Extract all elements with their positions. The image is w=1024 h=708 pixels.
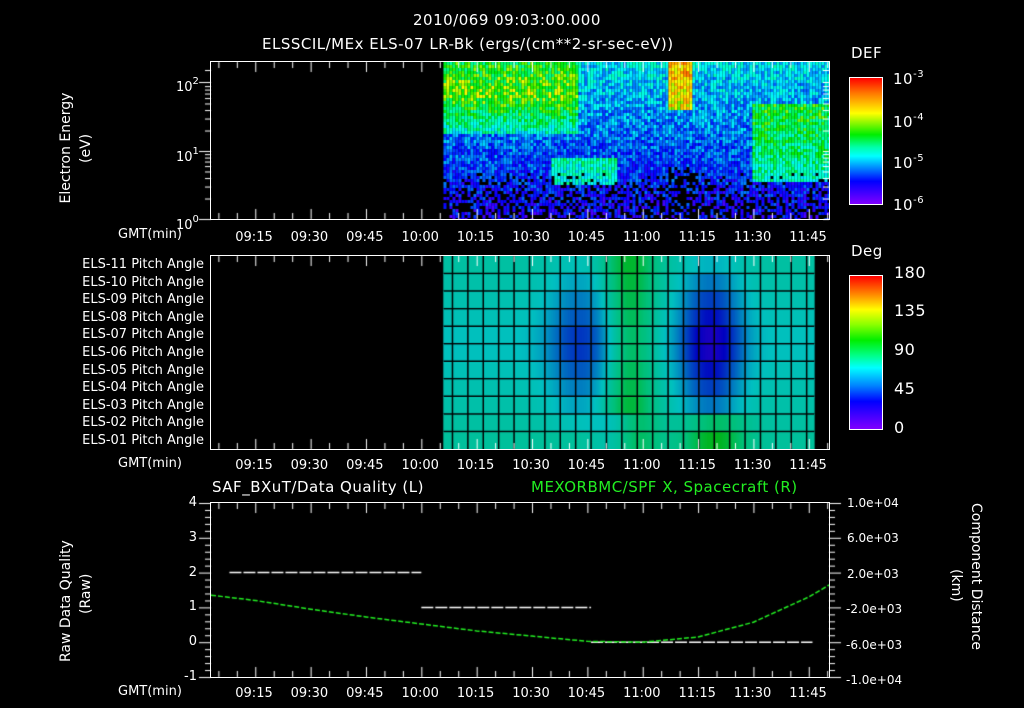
left-series-title: SAF_BXuT/Data Quality (L) (212, 478, 424, 496)
pitch-angle-row-label: ELS-10 Pitch Angle (82, 274, 204, 290)
quality-axis-label: Raw Data Quality (58, 540, 74, 662)
gmt-axis-label-1: GMT(min) (118, 227, 182, 242)
time-tick-label: 09:45 (346, 230, 384, 245)
distance-ytick-label: -6.0e+03 (846, 637, 903, 652)
pitch-axis-ticks (195, 248, 855, 458)
pitch-angle-row-label: ELS-11 Pitch Angle (82, 257, 204, 272)
deg-tick-180: 180 (894, 263, 927, 282)
time-tick-label: 11:00 (623, 230, 661, 245)
distance-ytick-label: -1.0e+04 (846, 673, 903, 687)
plot-subtitle: ELSSCIL/MEx ELS-07 LR-Bk (ergs/(cm**2-sr… (262, 35, 674, 53)
pitch-angle-row-label: ELS-02 Pitch Angle (82, 415, 204, 431)
deg-tick-0: 0 (894, 418, 905, 437)
time-tick-label: 10:15 (456, 686, 495, 701)
pitch-angle-row-label: ELS-01 Pitch Angle (82, 433, 204, 448)
time-tick-label: 11:45 (789, 686, 827, 701)
deg-colorbar-title: Deg (851, 242, 883, 260)
time-tick-label: 10:15 (456, 230, 495, 245)
def-tick-1e-3: 10-3 (893, 69, 925, 88)
distance-axis-label: Component Distance (968, 503, 984, 650)
quality-ytick-label: 0 (188, 634, 197, 650)
time-tick-label: 11:15 (678, 230, 716, 245)
plot-datetime: 2010/069 09:03:00.000 (413, 11, 601, 29)
distance-ytick-label: 2.0e+03 (847, 566, 899, 581)
time-tick-label: 11:15 (678, 686, 716, 701)
time-tick-label: 11:00 (623, 686, 661, 701)
distance-ytick-label: 1.0e+04 (847, 496, 899, 510)
quality-axis-ticks (195, 495, 855, 690)
deg-tick-45: 45 (894, 379, 916, 398)
time-tick-label: 11:30 (733, 686, 772, 701)
time-tick-label: 11:30 (733, 458, 772, 473)
energy-axis-label: Electron Energy (58, 92, 74, 204)
def-tick-1e-4: 10-4 (893, 112, 925, 131)
pitch-angle-row-label: ELS-05 Pitch Angle (82, 362, 204, 378)
time-tick-label: 10:30 (512, 230, 550, 245)
pitch-angle-row-label: ELS-03 Pitch Angle (82, 397, 204, 413)
time-tick-label: 09:15 (235, 686, 273, 701)
quality-ytick-label: 4 (188, 495, 197, 510)
pitch-angle-row-label: ELS-09 Pitch Angle (82, 292, 204, 308)
time-tick-label: 11:45 (789, 230, 827, 245)
right-series-title: MEXORBMC/SPF X, Spacecraft (R) (531, 478, 798, 496)
deg-tick-90: 90 (894, 340, 916, 359)
distance-ytick-label: -2.0e+03 (846, 602, 903, 617)
pitch-angle-row-label: ELS-04 Pitch Angle (82, 380, 204, 396)
time-tick-label: 09:45 (346, 458, 384, 473)
deg-tick-135: 135 (894, 301, 927, 320)
quality-ytick-label: -1 (184, 669, 197, 684)
def-colorbar (849, 77, 883, 205)
time-tick-label: 11:30 (733, 230, 772, 245)
time-tick-label: 10:30 (512, 458, 550, 473)
time-tick-label: 09:15 (235, 458, 273, 473)
gmt-axis-label-3: GMT(min) (118, 684, 182, 699)
time-tick-label: 09:45 (346, 686, 384, 701)
distance-ytick-label: 6.0e+03 (847, 531, 899, 546)
distance-axis-units: (km) (948, 569, 964, 602)
deg-colorbar (849, 275, 883, 430)
time-tick-label: 10:15 (456, 458, 495, 473)
quality-ytick-label: 3 (188, 529, 197, 545)
def-colorbar-title: DEF (851, 44, 883, 62)
time-tick-label: 10:45 (567, 686, 606, 701)
quality-axis-units: (Raw) (78, 573, 94, 614)
def-tick-1e-5: 10-5 (893, 153, 925, 172)
time-tick-label: 10:00 (401, 686, 439, 701)
quality-ytick-label: 2 (188, 564, 197, 580)
time-tick-label: 09:15 (235, 230, 273, 245)
time-tick-label: 10:45 (567, 458, 606, 473)
time-tick-label: 11:45 (789, 458, 827, 473)
gmt-axis-label-2: GMT(min) (118, 456, 182, 471)
time-tick-label: 10:45 (567, 230, 606, 245)
energy-axis-ticks (195, 55, 855, 225)
pitch-angle-row-label: ELS-06 Pitch Angle (82, 345, 204, 360)
time-tick-label: 10:30 (512, 686, 550, 701)
def-tick-1e-6: 10-6 (893, 195, 925, 214)
time-tick-label: 10:00 (401, 458, 439, 473)
time-tick-label: 09:30 (290, 230, 329, 245)
time-tick-label: 09:30 (290, 458, 329, 473)
time-tick-label: 11:15 (678, 458, 716, 473)
time-tick-label: 09:30 (290, 686, 329, 701)
quality-ytick-label: 1 (188, 599, 197, 615)
energy-axis-units: (eV) (78, 133, 94, 163)
time-tick-label: 11:00 (623, 458, 661, 473)
time-tick-label: 10:00 (401, 230, 439, 245)
pitch-angle-row-label: ELS-08 Pitch Angle (82, 309, 204, 325)
pitch-angle-row-label: ELS-07 Pitch Angle (82, 327, 204, 343)
